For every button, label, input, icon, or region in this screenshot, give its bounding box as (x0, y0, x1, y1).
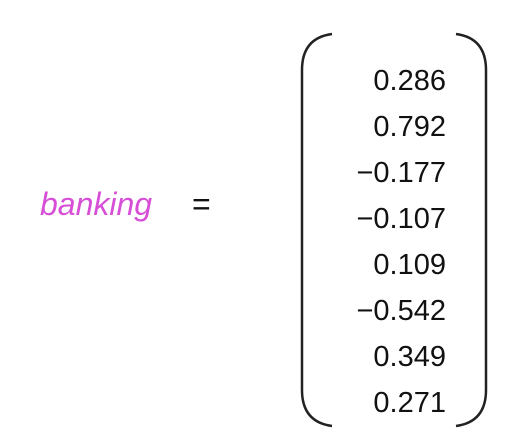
variable-word: banking (40, 186, 153, 222)
left-bracket (300, 32, 333, 428)
vector-entry: 0.792 (373, 111, 446, 143)
vector-entry: −0.542 (356, 295, 446, 327)
vector-entries: 0.286 0.792 −0.177 −0.107 0.109 −0.542 0.349 0.… (330, 58, 446, 426)
right-bracket (455, 32, 488, 428)
vector-entry: −0.107 (356, 203, 446, 235)
vector-entry: 0.271 (373, 387, 446, 419)
equals-sign: = (192, 186, 211, 222)
vector-entry: 0.349 (373, 341, 446, 373)
vector-entry: 0.109 (373, 249, 446, 281)
vector-entry: −0.177 (356, 157, 446, 189)
vector-entry: 0.286 (373, 65, 446, 97)
